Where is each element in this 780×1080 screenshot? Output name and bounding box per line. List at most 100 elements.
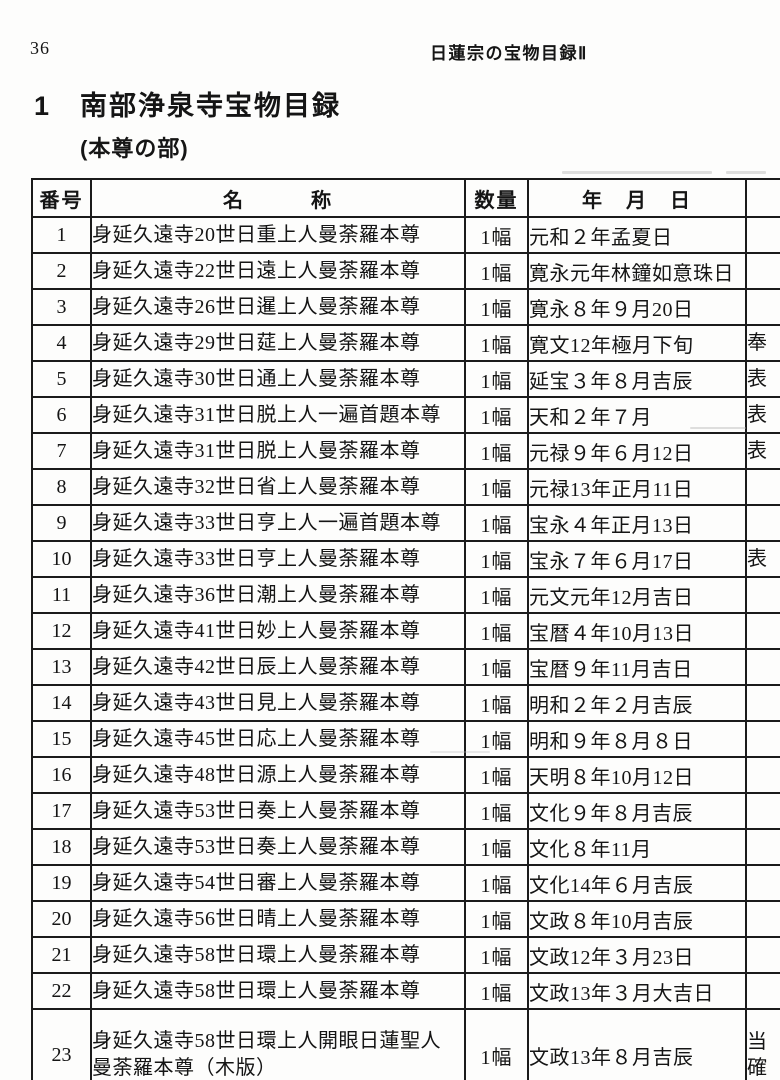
running-head: 日蓮宗の宝物目録Ⅱ [430, 44, 588, 63]
item-name: 身延久遠寺48世日源上人曼荼羅本尊 [90, 756, 466, 794]
item-quantity: 1幅 [464, 936, 529, 974]
item-date: 明和９年８月８日 [527, 720, 747, 758]
item-name: 身延久遠寺43世日見上人曼荼羅本尊 [90, 684, 466, 722]
item-note: 表 [745, 360, 780, 398]
item-date: 文政13年８月吉辰 [527, 1008, 747, 1080]
table-row: 15 身延久遠寺45世日応上人曼荼羅本尊 1幅 明和９年８月８日 [31, 720, 780, 758]
item-date: 天和２年７月 [527, 396, 747, 434]
item-note [745, 792, 780, 830]
item-date: 寛永８年９月20日 [527, 288, 747, 326]
item-date: 文化８年11月 [527, 828, 747, 866]
header-note [745, 178, 780, 218]
item-name: 身延久遠寺41世日妙上人曼荼羅本尊 [90, 612, 466, 650]
item-name: 身延久遠寺58世日環上人曼荼羅本尊 [90, 972, 466, 1010]
table-row: 22 身延久遠寺58世日環上人曼荼羅本尊 1幅 文政13年３月大吉日 [31, 972, 780, 1010]
table-row: 19 身延久遠寺54世日審上人曼荼羅本尊 1幅 文化14年６月吉辰 [31, 864, 780, 902]
item-quantity: 1幅 [464, 972, 529, 1010]
row-number: 19 [31, 864, 92, 902]
header-number: 番号 [31, 178, 92, 218]
item-name: 身延久遠寺26世日暹上人曼荼羅本尊 [90, 288, 466, 326]
item-name: 身延久遠寺53世日奏上人曼荼羅本尊 [90, 792, 466, 830]
item-quantity: 1幅 [464, 396, 529, 434]
item-note [745, 648, 780, 686]
row-number: 18 [31, 828, 92, 866]
row-number: 17 [31, 792, 92, 830]
table-row: 2 身延久遠寺22世日遠上人曼荼羅本尊 1幅 寛永元年林鐘如意珠日 [31, 252, 780, 290]
item-quantity: 1幅 [464, 648, 529, 686]
header-name: 名 称 [90, 178, 466, 218]
table-row: 5 身延久遠寺30世日通上人曼荼羅本尊 1幅 延宝３年８月吉辰表 [31, 360, 780, 398]
row-number: 4 [31, 324, 92, 362]
scan-artifact [726, 171, 766, 174]
item-name: 身延久遠寺29世日莚上人曼荼羅本尊 [90, 324, 466, 362]
section-title-text: 南部浄泉寺宝物目録 [80, 91, 341, 121]
item-date: 文化14年６月吉辰 [527, 864, 747, 902]
item-note [745, 936, 780, 974]
section-number: 1 [34, 91, 50, 121]
item-note [745, 468, 780, 506]
table-row: 8 身延久遠寺32世日省上人曼荼羅本尊 1幅 元禄13年正月11日 [31, 468, 780, 506]
row-number: 2 [31, 252, 92, 290]
table-row: 9 身延久遠寺33世日亨上人一遍首題本尊 1幅 宝永４年正月13日 [31, 504, 780, 542]
table-row: 23 身延久遠寺58世日環上人開眼日蓮聖人曼荼羅本尊（木版） 1幅 文政13年８月吉辰… [31, 1008, 780, 1080]
item-quantity: 1幅 [464, 504, 529, 542]
table-row: 3 身延久遠寺26世日暹上人曼荼羅本尊 1幅 寛永８年９月20日 [31, 288, 780, 326]
item-date: 元禄９年６月12日 [527, 432, 747, 470]
table-row: 6 身延久遠寺31世日脱上人一遍首題本尊 1幅 天和２年７月表 [31, 396, 780, 434]
item-date: 元文元年12月吉日 [527, 576, 747, 614]
item-note [745, 720, 780, 758]
row-number: 10 [31, 540, 92, 578]
item-note [745, 684, 780, 722]
table-row: 1 身延久遠寺20世日重上人曼荼羅本尊 1幅 元和２年孟夏日 [31, 216, 780, 254]
page-number: 36 [30, 38, 50, 58]
item-note [745, 288, 780, 326]
item-quantity: 1幅 [464, 360, 529, 398]
row-number: 23 [31, 1008, 92, 1080]
scan-artifact [690, 427, 746, 429]
item-date: 宝暦４年10月13日 [527, 612, 747, 650]
catalog-table-container: 番号 名 称 数量 年 月 日 1 身延久遠寺20世日重上人曼荼羅本尊 1幅 元和２年… [31, 178, 780, 1080]
scan-artifact [562, 171, 712, 174]
table-row: 13 身延久遠寺42世日辰上人曼荼羅本尊 1幅 宝暦９年11月吉日 [31, 648, 780, 686]
item-quantity: 1幅 [464, 216, 529, 254]
table-row: 11 身延久遠寺36世日潮上人曼荼羅本尊 1幅 元文元年12月吉日 [31, 576, 780, 614]
row-number: 16 [31, 756, 92, 794]
item-date: 天明８年10月12日 [527, 756, 747, 794]
item-quantity: 1幅 [464, 684, 529, 722]
item-name: 身延久遠寺33世日亨上人一遍首題本尊 [90, 504, 466, 542]
header-date: 年 月 日 [527, 178, 747, 218]
item-date: 寛永元年林鐘如意珠日 [527, 252, 747, 290]
scan-artifact [430, 751, 490, 753]
item-note [745, 504, 780, 542]
table-row: 18 身延久遠寺53世日奏上人曼荼羅本尊 1幅 文化８年11月 [31, 828, 780, 866]
item-note: 表 [745, 432, 780, 470]
item-quantity: 1幅 [464, 252, 529, 290]
item-name: 身延久遠寺56世日晴上人曼荼羅本尊 [90, 900, 466, 938]
row-number: 6 [31, 396, 92, 434]
row-number: 8 [31, 468, 92, 506]
item-name: 身延久遠寺33世日亨上人曼荼羅本尊 [90, 540, 466, 578]
item-name: 身延久遠寺20世日重上人曼荼羅本尊 [90, 216, 466, 254]
table-row: 12 身延久遠寺41世日妙上人曼荼羅本尊 1幅 宝暦４年10月13日 [31, 612, 780, 650]
item-note: 表 [745, 540, 780, 578]
item-quantity: 1幅 [464, 540, 529, 578]
item-date: 文政12年３月23日 [527, 936, 747, 974]
table-row: 14 身延久遠寺43世日見上人曼荼羅本尊 1幅 明和２年２月吉辰 [31, 684, 780, 722]
item-name: 身延久遠寺54世日審上人曼荼羅本尊 [90, 864, 466, 902]
table-row: 20 身延久遠寺56世日晴上人曼荼羅本尊 1幅 文政８年10月吉辰 [31, 900, 780, 938]
item-name: 身延久遠寺32世日省上人曼荼羅本尊 [90, 468, 466, 506]
item-quantity: 1幅 [464, 1008, 529, 1080]
item-name: 身延久遠寺45世日応上人曼荼羅本尊 [90, 720, 466, 758]
treasure-table-body: 1 身延久遠寺20世日重上人曼荼羅本尊 1幅 元和２年孟夏日 2 身延久遠寺22世日遠上人… [31, 216, 780, 1080]
item-date: 文政８年10月吉辰 [527, 900, 747, 938]
row-number: 13 [31, 648, 92, 686]
item-date: 文政13年３月大吉日 [527, 972, 747, 1010]
item-note: 表 [745, 396, 780, 434]
row-number: 22 [31, 972, 92, 1010]
row-number: 14 [31, 684, 92, 722]
item-quantity: 1幅 [464, 828, 529, 866]
item-note [745, 756, 780, 794]
item-name: 身延久遠寺30世日通上人曼荼羅本尊 [90, 360, 466, 398]
row-number: 3 [31, 288, 92, 326]
row-number: 5 [31, 360, 92, 398]
